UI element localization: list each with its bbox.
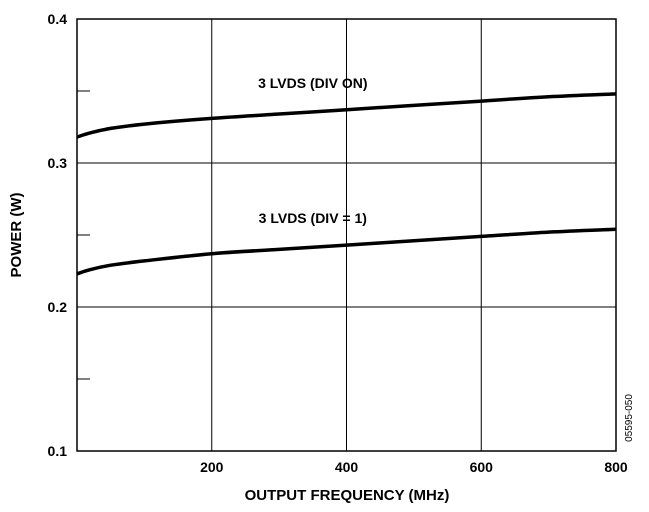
x-tick-label: 200 bbox=[200, 459, 224, 475]
y-tick-label: 0.3 bbox=[48, 155, 68, 171]
y-axis-title: POWER (W) bbox=[8, 193, 25, 278]
x-tick-label: 400 bbox=[335, 459, 359, 475]
y-tick-label: 0.1 bbox=[48, 443, 68, 459]
x-tick-label: 600 bbox=[470, 459, 494, 475]
series-annotation: 3 LVDS (DIV = 1) bbox=[259, 210, 367, 226]
x-tick-label: 800 bbox=[604, 459, 628, 475]
series-lines bbox=[76, 92, 617, 276]
annotations: 3 LVDS (DIV ON) 3 LVDS (DIV = 1) bbox=[258, 75, 367, 226]
series-line bbox=[76, 227, 617, 276]
y-tick-label: 0.2 bbox=[48, 299, 68, 315]
x-tick-labels: 200 400 600 800 bbox=[200, 459, 628, 475]
y-tick-labels: 0.1 0.2 0.3 0.4 bbox=[48, 11, 68, 459]
series-annotation: 3 LVDS (DIV ON) bbox=[258, 75, 367, 91]
plot-frame bbox=[76, 18, 617, 452]
series-line bbox=[76, 92, 617, 139]
minor-y-ticks bbox=[77, 90, 90, 380]
y-tick-label: 0.4 bbox=[48, 11, 68, 27]
figure-id: 05595-050 bbox=[624, 394, 635, 442]
x-axis-title: OUTPUT FREQUENCY (MHz) bbox=[245, 487, 450, 504]
